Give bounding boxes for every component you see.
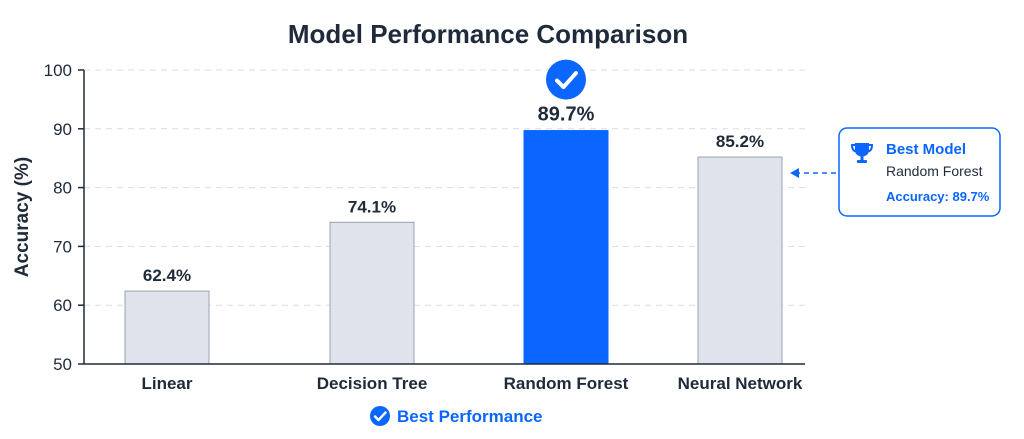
- annotation-title: Best Model: [886, 141, 966, 158]
- y-axis-ticks: 50 60 70 80 90 100: [44, 61, 84, 374]
- bar-random-forest: [523, 130, 609, 365]
- y-tick-label: 100: [44, 61, 72, 80]
- x-tick-label: Neural Network: [678, 374, 803, 393]
- legend-label: Best Performance: [397, 407, 543, 426]
- data-label: 85.2%: [716, 132, 764, 151]
- chart-title: Model Performance Comparison: [288, 19, 688, 49]
- annotation-model: Random Forest: [886, 163, 983, 179]
- best-model-annotation: Best Model Random Forest Accuracy: 89.7%: [790, 127, 1001, 217]
- y-tick-label: 60: [53, 296, 72, 315]
- gridlines: [84, 69, 805, 306]
- bar-neural-network: [697, 156, 783, 365]
- y-axis-label: Accuracy (%): [12, 157, 33, 277]
- data-label: 62.4%: [143, 266, 191, 285]
- x-axis-tick-labels: Linear Decision Tree Random Forest Neural N…: [141, 374, 802, 393]
- y-tick-label: 80: [53, 179, 72, 198]
- data-label: 74.1%: [348, 197, 396, 216]
- bar-decision-tree: [329, 221, 415, 365]
- trophy-icon: [850, 143, 874, 163]
- data-label: 89.7%: [538, 104, 595, 126]
- annotation-arrowhead: [790, 168, 799, 178]
- data-labels: 62.4% 74.1% 89.7% 85.2%: [143, 104, 764, 286]
- x-tick-label: Linear: [141, 374, 192, 393]
- y-tick-label: 70: [53, 237, 72, 256]
- bar-linear: [124, 290, 210, 365]
- x-tick-label: Random Forest: [504, 374, 629, 393]
- best-check-icon: [546, 59, 586, 100]
- y-tick-label: 50: [53, 355, 72, 374]
- bars: [124, 130, 783, 365]
- x-tick-label: Decision Tree: [317, 374, 428, 393]
- annotation-box: [838, 127, 1001, 217]
- annotation-accuracy: Accuracy: 89.7%: [886, 189, 990, 204]
- legend: Best Performance: [370, 406, 543, 426]
- check-circle-icon: [370, 406, 390, 426]
- y-tick-label: 90: [53, 120, 72, 139]
